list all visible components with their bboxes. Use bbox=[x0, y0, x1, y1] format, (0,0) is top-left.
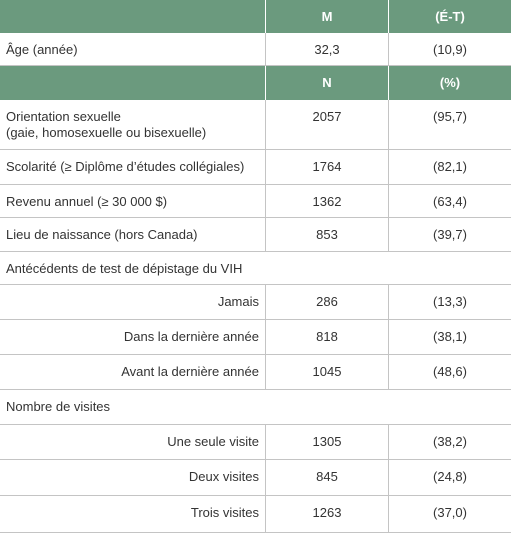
data-row: Orientation sexuelle (gaie, homosexuelle… bbox=[0, 100, 511, 150]
cell: 2057 bbox=[265, 100, 388, 149]
cell: (É-T) bbox=[388, 0, 511, 33]
data-row: Jamais 286 (13,3) bbox=[0, 285, 511, 320]
data-row: Âge (année) 32,3 (10,9) bbox=[0, 33, 511, 66]
cell: Revenu annuel (≥ 30 000 $) bbox=[6, 194, 168, 209]
cell: (%) bbox=[388, 66, 511, 100]
cell: 818 bbox=[265, 320, 388, 354]
cell: (10,9) bbox=[388, 33, 511, 65]
cell: (63,4) bbox=[388, 185, 511, 217]
cell: N bbox=[265, 66, 388, 100]
section-row: Antécédents de test de dépistage du VIH bbox=[0, 252, 511, 285]
cell: 1045 bbox=[265, 355, 388, 389]
cell: (39,7) bbox=[388, 218, 511, 251]
cell: 1362 bbox=[265, 185, 388, 217]
data-row: Avant la dernière année 1045 (48,6) bbox=[0, 355, 511, 390]
cell: 1305 bbox=[265, 425, 388, 459]
cell: (24,8) bbox=[388, 460, 511, 495]
cell bbox=[0, 66, 265, 100]
cell: Une seule visite bbox=[167, 434, 259, 449]
header-row: M (É-T) bbox=[0, 0, 511, 33]
cell: 845 bbox=[265, 460, 388, 495]
cell: Lieu de naissance (hors Canada) bbox=[6, 227, 198, 242]
cell: Antécédents de test de dépistage du VIH bbox=[6, 261, 243, 276]
cell: (95,7) bbox=[388, 100, 511, 149]
cell: Jamais bbox=[217, 294, 259, 309]
cell: (38,2) bbox=[388, 425, 511, 459]
cell: (38,1) bbox=[388, 320, 511, 354]
data-row: Trois visites 1263 (37,0) bbox=[0, 496, 511, 533]
data-row: Scolarité (≥ Diplôme d’études collégiale… bbox=[0, 150, 511, 185]
data-row: Deux visites 845 (24,8) bbox=[0, 460, 511, 496]
cell: (48,6) bbox=[388, 355, 511, 389]
section-row: Nombre de visites bbox=[0, 390, 511, 425]
cell: Avant la dernière année bbox=[121, 364, 259, 379]
cell: Trois visites bbox=[190, 505, 259, 520]
data-row: Revenu annuel (≥ 30 000 $) 1362 (63,4) bbox=[0, 185, 511, 218]
cell: (82,1) bbox=[388, 150, 511, 184]
cell bbox=[0, 0, 265, 33]
cell: (37,0) bbox=[388, 496, 511, 532]
cell: Âge (année) bbox=[6, 42, 78, 57]
data-row: Une seule visite 1305 (38,2) bbox=[0, 425, 511, 460]
cell: Orientation sexuelle (gaie, homosexuelle… bbox=[6, 109, 207, 140]
cell: Dans la dernière année bbox=[123, 329, 259, 344]
cell: (13,3) bbox=[388, 285, 511, 319]
cell: 1263 bbox=[265, 496, 388, 532]
data-row: Lieu de naissance (hors Canada) 853 (39,7) bbox=[0, 218, 511, 252]
cell: 853 bbox=[265, 218, 388, 251]
cell: Scolarité (≥ Diplôme d’études collégiale… bbox=[6, 159, 245, 174]
cell: Deux visites bbox=[188, 469, 259, 484]
data-row: Dans la dernière année 818 (38,1) bbox=[0, 320, 511, 355]
cell: 32,3 bbox=[265, 33, 388, 65]
cell: 286 bbox=[265, 285, 388, 319]
cell: Nombre de visites bbox=[6, 399, 111, 414]
cell: 1764 bbox=[265, 150, 388, 184]
header-row: N (%) bbox=[0, 66, 511, 100]
cell: M bbox=[265, 0, 388, 33]
